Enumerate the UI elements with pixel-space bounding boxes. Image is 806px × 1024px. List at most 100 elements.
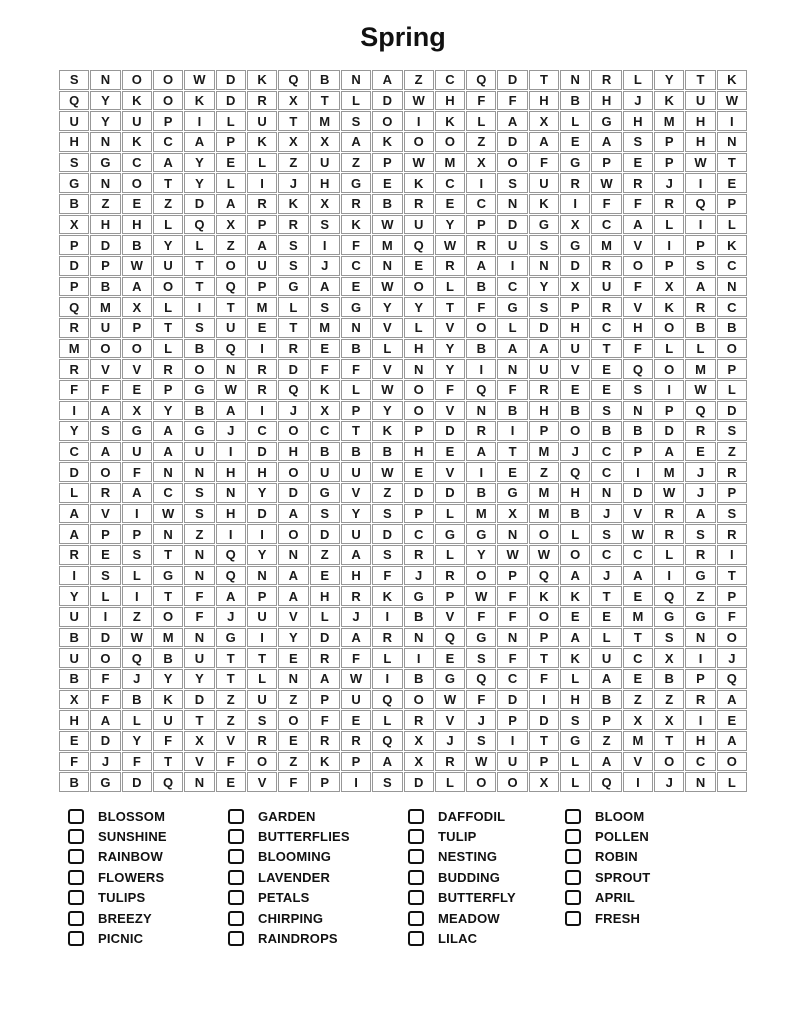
- grid-cell-r17-c7: I: [246, 400, 278, 421]
- grid-cell-r9-c17: G: [560, 235, 591, 255]
- checkbox-budding[interactable]: [408, 869, 424, 885]
- grid-cell-r29-c22: J: [716, 648, 747, 669]
- grid-cell-r26-c1: Y: [59, 586, 90, 607]
- checkbox-flowers[interactable]: [68, 869, 84, 885]
- grid-cell-r6-c12: K: [403, 173, 434, 193]
- word-item-rainbow: RAINBOW: [68, 847, 167, 867]
- grid-cell-r34-c14: W: [466, 751, 497, 772]
- checkbox-butterfly[interactable]: [408, 890, 424, 906]
- grid-cell-r26-c8: A: [278, 586, 309, 607]
- word-item-raindrops: RAINDROPS: [228, 928, 350, 948]
- checkbox-raindrops[interactable]: [228, 931, 244, 947]
- grid-cell-r30-c7: L: [246, 669, 278, 689]
- grid-cell-r27-c22: F: [716, 607, 747, 627]
- grid-cell-r18-c12: P: [403, 421, 434, 441]
- grid-cell-r16-c8: Q: [278, 379, 309, 400]
- checkbox-picnic[interactable]: [68, 931, 84, 947]
- checkbox-robin[interactable]: [565, 849, 581, 865]
- grid-cell-r20-c16: Z: [528, 462, 560, 483]
- grid-cell-r27-c12: B: [403, 607, 434, 627]
- grid-cell-r14-c21: L: [685, 338, 716, 359]
- checkbox-bloom[interactable]: [565, 808, 581, 824]
- grid-cell-r20-c12: E: [403, 462, 434, 483]
- grid-cell-r31-c11: Q: [372, 689, 403, 710]
- grid-cell-r35-c16: X: [528, 772, 560, 792]
- grid-cell-r6-c20: J: [654, 173, 685, 193]
- word-item-flowers: FLOWERS: [68, 867, 167, 887]
- grid-cell-r32-c8: O: [278, 710, 309, 731]
- grid-cell-r8-c4: L: [152, 214, 184, 235]
- checkbox-sunshine[interactable]: [68, 829, 84, 845]
- grid-cell-r10-c7: U: [246, 255, 278, 276]
- grid-cell-r26-c12: G: [403, 586, 434, 607]
- checkbox-chirping[interactable]: [228, 910, 244, 926]
- grid-cell-r6-c11: E: [372, 173, 403, 193]
- checkbox-tulip[interactable]: [408, 829, 424, 845]
- word-label-raindrops: RAINDROPS: [258, 931, 338, 947]
- grid-cell-r30-c15: C: [497, 669, 528, 689]
- grid-cell-r10-c21: S: [685, 255, 716, 276]
- grid-cell-r7-c20: R: [654, 193, 685, 214]
- grid-cell-r4-c13: O: [434, 131, 466, 152]
- checkbox-daffodil[interactable]: [408, 808, 424, 824]
- word-item-daffodil: DAFFODIL: [408, 806, 516, 826]
- grid-cell-r7-c9: X: [309, 193, 340, 214]
- grid-cell-r5-c16: F: [528, 152, 560, 173]
- grid-cell-r3-c5: I: [184, 111, 215, 131]
- grid-cell-r25-c6: Q: [215, 565, 246, 586]
- grid-cell-r16-c12: O: [403, 379, 434, 400]
- grid-cell-r30-c2: F: [90, 669, 121, 689]
- word-item-robin: ROBIN: [565, 847, 650, 867]
- grid-cell-r3-c15: A: [497, 111, 528, 131]
- grid-cell-r2-c15: F: [497, 90, 528, 111]
- grid-cell-r6-c8: J: [278, 173, 309, 193]
- grid-cell-r21-c18: N: [591, 483, 622, 503]
- checkbox-petals[interactable]: [228, 890, 244, 906]
- checkbox-rainbow[interactable]: [68, 849, 84, 865]
- checkbox-april[interactable]: [565, 890, 581, 906]
- grid-cell-r18-c2: S: [90, 421, 121, 441]
- grid-cell-r14-c16: A: [528, 338, 560, 359]
- grid-cell-r7-c15: N: [497, 193, 528, 214]
- grid-cell-r10-c10: C: [340, 255, 372, 276]
- grid-cell-r19-c2: A: [90, 441, 121, 462]
- checkbox-breezy[interactable]: [68, 910, 84, 926]
- grid-cell-r34-c9: K: [309, 751, 340, 772]
- checkbox-blossom[interactable]: [68, 808, 84, 824]
- grid-cell-r14-c5: B: [184, 338, 215, 359]
- grid-cell-r20-c8: O: [278, 462, 309, 483]
- checkbox-pollen[interactable]: [565, 829, 581, 845]
- checkbox-sprout[interactable]: [565, 869, 581, 885]
- grid-cell-r11-c18: U: [591, 276, 622, 297]
- grid-cell-r13-c1: R: [59, 317, 90, 338]
- checkbox-tulips[interactable]: [68, 890, 84, 906]
- grid-cell-r34-c5: V: [184, 751, 215, 772]
- checkbox-blooming[interactable]: [228, 849, 244, 865]
- grid-cell-r31-c20: Z: [654, 689, 685, 710]
- grid-cell-r34-c20: O: [654, 751, 685, 772]
- grid-cell-r25-c18: J: [591, 565, 622, 586]
- grid-cell-r21-c20: W: [654, 483, 685, 503]
- grid-cell-r22-c14: M: [466, 503, 497, 524]
- checkbox-fresh[interactable]: [565, 910, 581, 926]
- grid-cell-r15-c3: V: [121, 359, 152, 379]
- grid-cell-r15-c1: R: [59, 359, 90, 379]
- grid-cell-r21-c19: D: [622, 483, 654, 503]
- grid-cell-r3-c8: T: [278, 111, 309, 131]
- grid-cell-r13-c4: T: [152, 317, 184, 338]
- checkbox-meadow[interactable]: [408, 910, 424, 926]
- grid-cell-r32-c2: A: [90, 710, 121, 731]
- grid-cell-r3-c3: U: [121, 111, 152, 131]
- grid-cell-r31-c2: F: [90, 689, 121, 710]
- checkbox-butterflies[interactable]: [228, 829, 244, 845]
- grid-cell-r5-c3: C: [121, 152, 152, 173]
- grid-cell-r33-c10: R: [340, 731, 372, 751]
- checkbox-lilac[interactable]: [408, 931, 424, 947]
- grid-cell-r17-c3: X: [121, 400, 152, 421]
- checkbox-lavender[interactable]: [228, 869, 244, 885]
- checkbox-garden[interactable]: [228, 808, 244, 824]
- grid-cell-r23-c12: C: [403, 524, 434, 545]
- checkbox-nesting[interactable]: [408, 849, 424, 865]
- grid-cell-r3-c17: L: [560, 111, 591, 131]
- grid-cell-r18-c22: S: [716, 421, 747, 441]
